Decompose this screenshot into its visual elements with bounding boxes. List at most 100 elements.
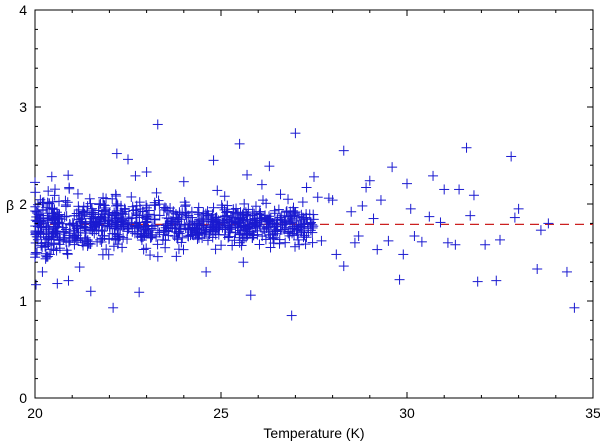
data-point <box>161 203 172 214</box>
data-point <box>168 207 179 218</box>
data-point <box>33 209 44 220</box>
data-point <box>126 191 137 202</box>
data-point <box>402 178 412 189</box>
x-axis-label: Temperature (K) <box>263 425 364 441</box>
data-point <box>465 210 476 221</box>
data-point <box>179 197 190 208</box>
data-point <box>117 242 128 253</box>
data-point <box>338 261 349 272</box>
data-point <box>37 266 48 277</box>
data-point <box>235 213 246 224</box>
data-point <box>280 237 291 248</box>
data-point <box>30 229 41 240</box>
data-point <box>109 207 120 218</box>
data-point <box>238 257 249 268</box>
data-point <box>303 227 314 238</box>
data-point <box>131 200 142 211</box>
data-point <box>249 217 260 228</box>
data-point <box>394 274 405 285</box>
data-point <box>294 239 305 250</box>
data-point <box>103 215 114 226</box>
data-point <box>44 249 55 260</box>
data-point <box>249 208 260 219</box>
data-point <box>183 224 194 235</box>
data-point <box>86 203 97 214</box>
data-point <box>129 228 140 239</box>
data-point <box>269 208 280 219</box>
data-point <box>357 200 368 211</box>
data-point <box>83 238 94 249</box>
data-point <box>101 244 112 255</box>
data-point <box>40 241 51 252</box>
data-point <box>30 187 41 198</box>
data-point <box>267 229 278 240</box>
data-point <box>372 244 383 255</box>
data-point <box>161 220 172 231</box>
data-point <box>264 161 275 172</box>
data-point <box>219 204 230 215</box>
data-point <box>349 237 360 248</box>
data-point <box>54 209 65 220</box>
data-point <box>77 237 88 248</box>
data-point <box>294 221 305 232</box>
data-point <box>219 191 230 202</box>
data-point <box>450 239 461 250</box>
data-point <box>428 170 439 181</box>
data-point <box>281 207 292 218</box>
data-point <box>290 207 301 218</box>
data-point <box>161 225 172 236</box>
data-point <box>98 206 109 217</box>
data-point <box>178 176 189 187</box>
data-point <box>409 231 420 242</box>
data-point <box>439 184 450 195</box>
data-point <box>92 236 103 247</box>
data-point <box>152 119 163 130</box>
data-point <box>160 226 171 237</box>
data-point <box>52 278 63 289</box>
data-point <box>176 237 187 248</box>
data-point <box>290 241 301 252</box>
data-point <box>535 225 546 236</box>
x-tick-label: 25 <box>213 405 229 421</box>
data-point <box>213 229 224 240</box>
data-point <box>283 194 294 205</box>
data-point <box>86 213 97 224</box>
data-point <box>364 175 375 186</box>
data-point <box>312 192 323 203</box>
data-point <box>296 219 307 230</box>
data-point <box>31 206 42 217</box>
data-point <box>169 222 180 233</box>
data-point <box>219 217 230 228</box>
data-point <box>62 197 73 208</box>
data-point <box>241 209 252 220</box>
data-point <box>108 241 119 252</box>
data-point <box>46 213 57 224</box>
data-point <box>282 227 293 238</box>
data-point <box>51 207 62 218</box>
data-point <box>442 237 453 248</box>
data-point <box>272 215 283 226</box>
data-point <box>107 193 118 204</box>
data-point <box>387 162 398 173</box>
data-point <box>289 230 300 241</box>
data-point <box>192 207 203 218</box>
data-point <box>305 218 316 229</box>
data-point <box>174 219 185 230</box>
data-point <box>191 223 202 234</box>
data-point <box>216 200 227 211</box>
data-point <box>221 214 232 225</box>
data-point <box>468 190 479 201</box>
data-point <box>46 231 57 242</box>
y-tick-label: 3 <box>19 99 27 115</box>
data-point <box>51 245 62 256</box>
data-point <box>361 182 372 193</box>
data-point <box>300 239 311 250</box>
data-point <box>63 275 74 286</box>
data-point <box>239 198 250 209</box>
data-point <box>208 202 219 213</box>
data-point <box>201 211 212 222</box>
data-point <box>383 235 394 246</box>
data-point <box>171 251 182 262</box>
data-point <box>297 197 308 208</box>
data-point <box>261 223 272 234</box>
